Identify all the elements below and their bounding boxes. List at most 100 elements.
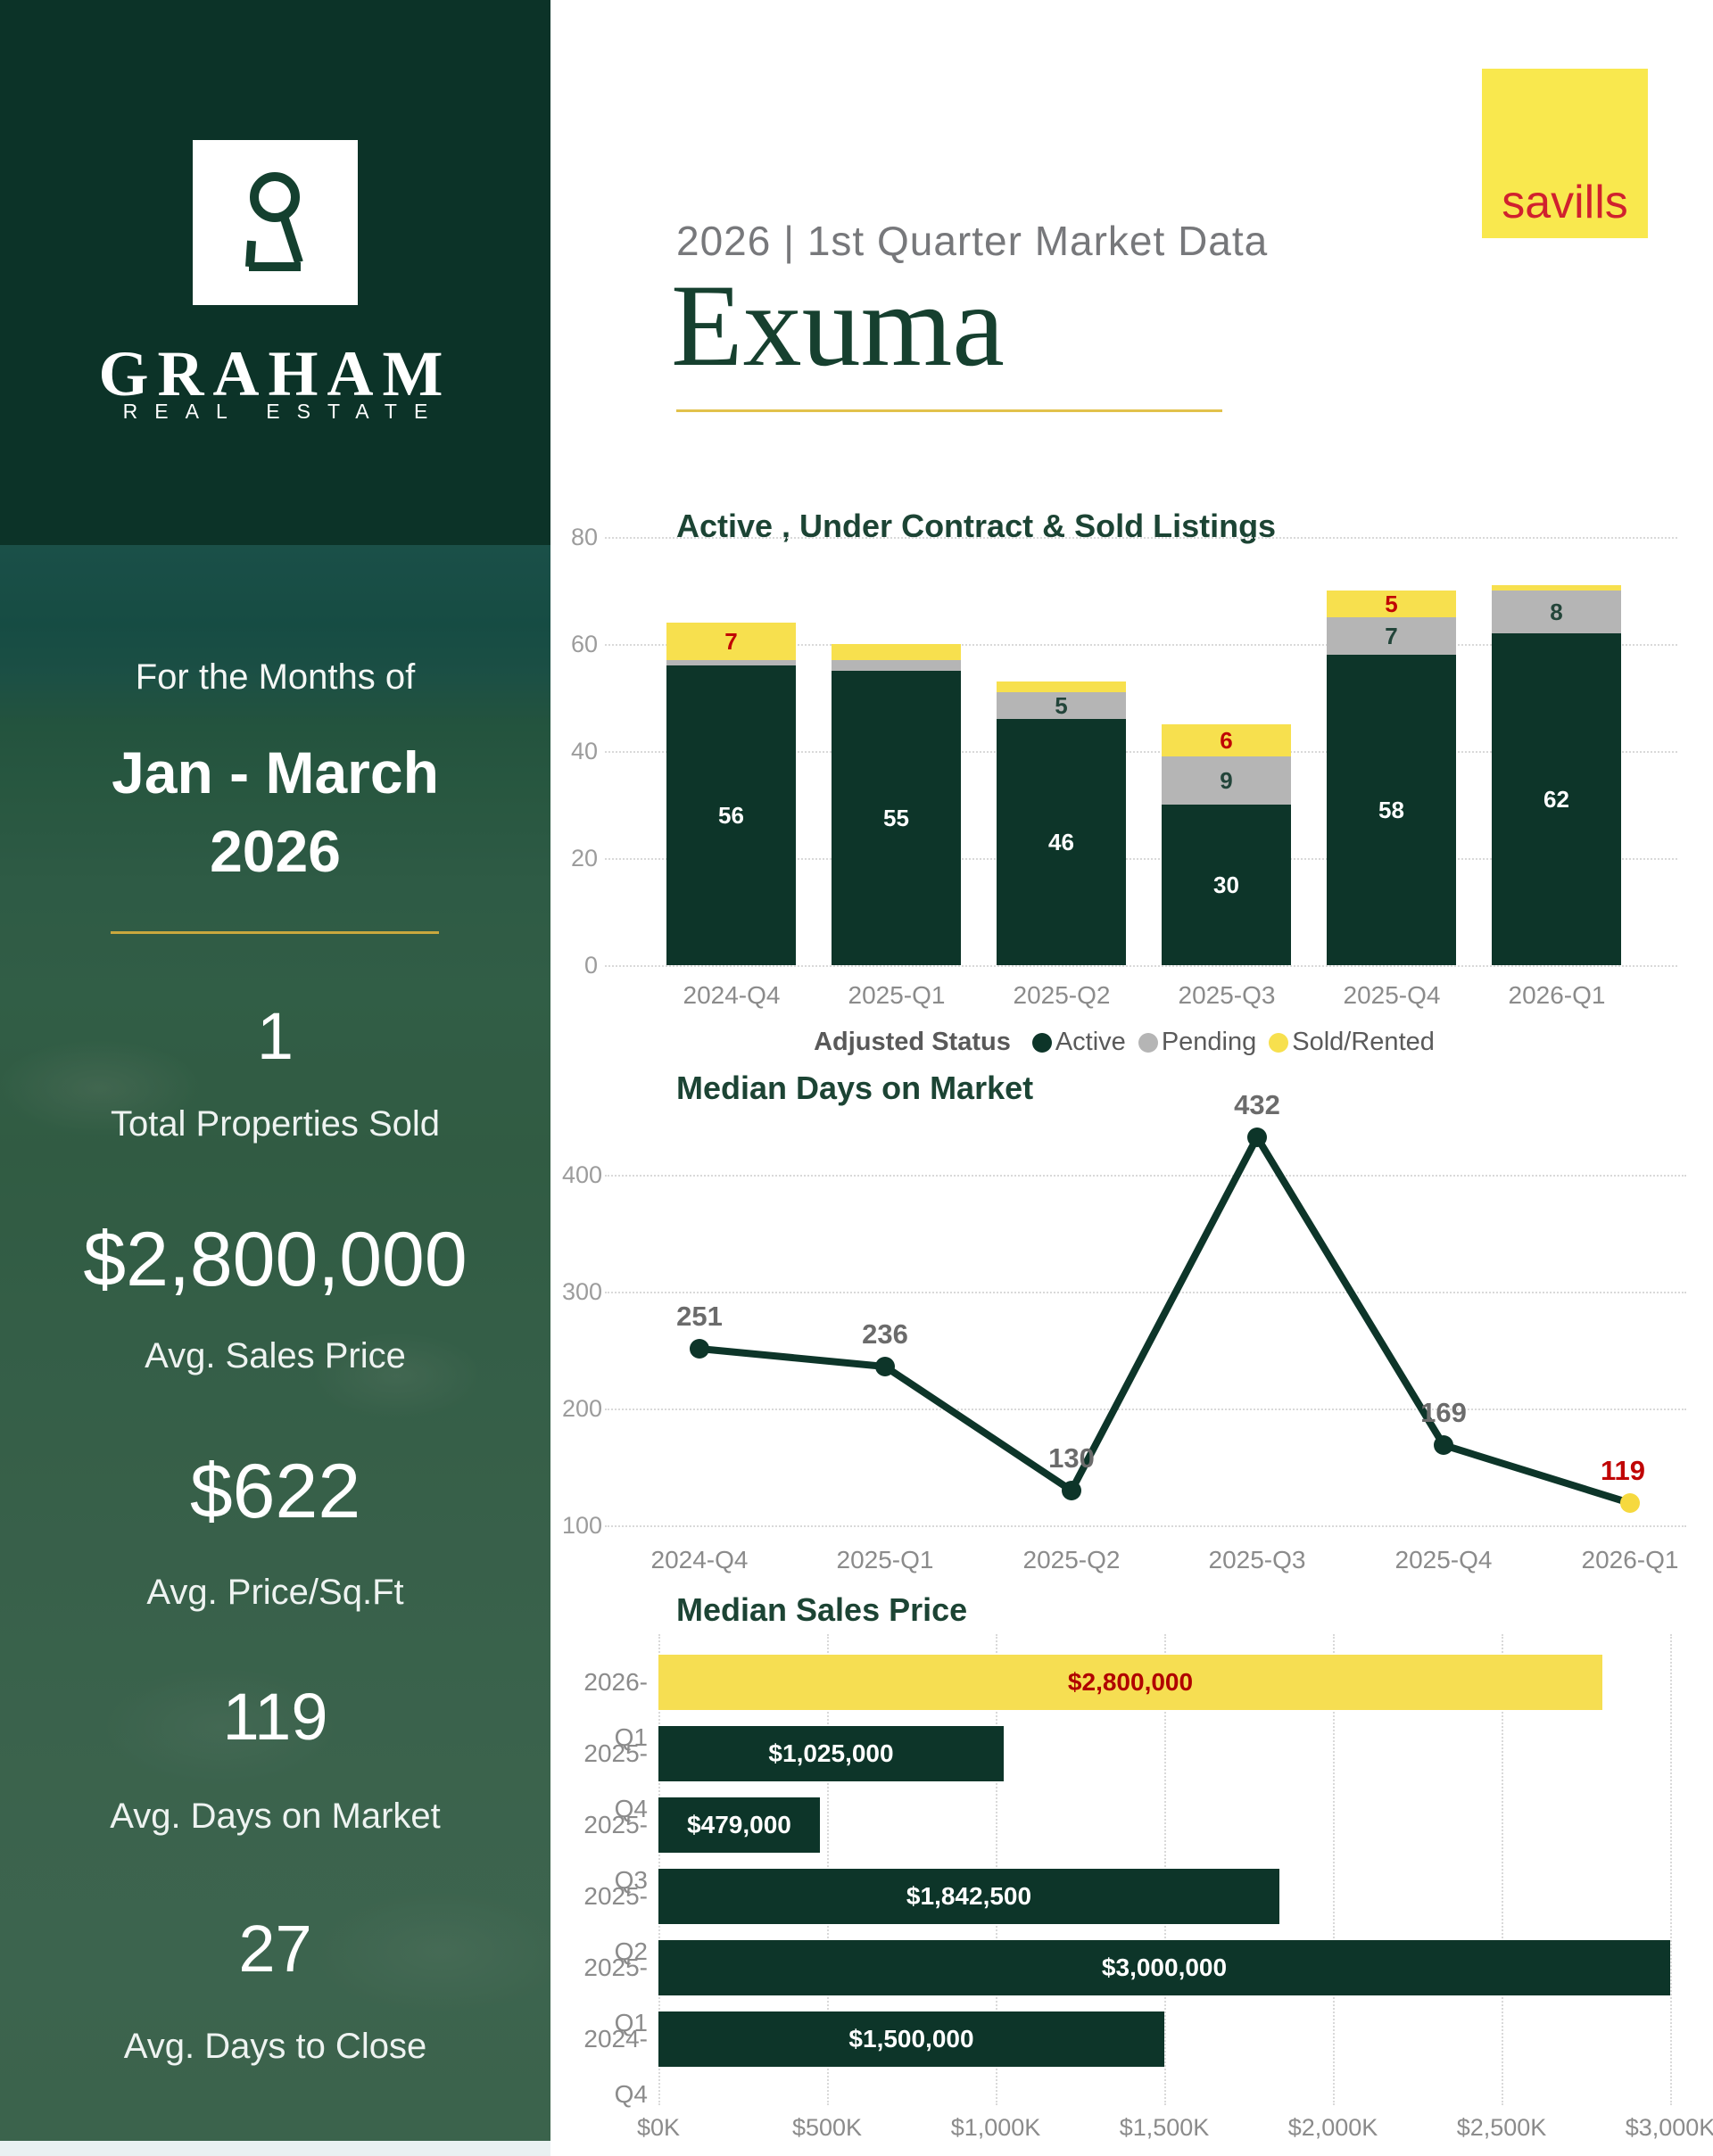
photo-green-overlay [0,545,550,2143]
bar-segment-value: 56 [718,802,744,829]
gridline [605,1408,1686,1410]
logo-square [193,140,358,305]
legend-item-soldrented: Sold/Rented [1269,1028,1435,1057]
bar-segment-soldrented [1492,585,1621,591]
x-axis-category-label: 2026-Q1 [1581,1546,1679,1574]
title-underline [676,409,1222,412]
brand-name: GRAHAM [98,338,452,409]
x-axis-category-label: 2025-Q2 [1013,981,1111,1009]
bar-segment-value: 46 [1048,829,1074,855]
x-axis-tick-label: $1,500K [1119,2114,1210,2141]
x-axis-tick-label: $2,500K [1456,2114,1547,2141]
data-point-marker [1620,1493,1640,1513]
keyhole-icon [245,172,303,271]
y-axis-category-label: 2024-Q4 [583,2025,648,2108]
x-axis-category-label: 2025-Q2 [1022,1546,1121,1574]
y-axis-tick-label: 60 [570,631,598,657]
legend-label: Sold/Rented [1292,1028,1435,1056]
bar-segment-value: 7 [1385,623,1398,649]
chart1-title: Active , Under Contract & Sold Listings [676,508,1277,544]
bar-segment-value: 30 [1213,871,1239,898]
hbar-chart-median-sales-price: Median Sales Price $0K $500K $1,000K $1,500… [562,1579,1713,2154]
y-axis-category-label: 2025-Q2 [583,1882,648,1965]
stat-days-close-value: 27 [238,1912,312,1986]
bar-segment-value: 5 [1055,692,1068,719]
y-axis-tick-label: 200 [562,1395,603,1422]
data-point-marker [875,1357,895,1376]
x-axis-category-label: 2025-Q1 [836,1546,934,1574]
legend-item-pending: Pending [1138,1028,1256,1057]
bar-segment-value: 62 [1543,786,1569,813]
bar-segment-pending [832,660,961,671]
median-price-bar [658,1797,820,1853]
gridline [1502,1634,1503,2105]
data-point-marker [690,1339,709,1359]
bar-segment-value: 6 [1220,727,1233,754]
gridline [605,1525,1686,1527]
bar-segment-active [1492,633,1621,965]
data-point-label: 119 [1601,1455,1645,1486]
median-price-bar [658,1940,1670,1995]
median-price-bar [658,1655,1602,1710]
bar-segment-value: 5 [1385,591,1398,617]
period-line2: 2026 [210,818,341,884]
y-axis-tick-label: 80 [570,524,598,550]
legend-dot [1269,1032,1289,1053]
sidebar-divider [111,931,439,934]
bar-segment-active [1327,655,1456,965]
bar-segment-pending [1162,756,1291,805]
legend-item-active: Active [1031,1028,1126,1057]
bar-segment-soldrented [1327,591,1456,617]
bar-segment-soldrented [1162,724,1291,756]
x-axis-category-label: 2025-Q3 [1178,981,1276,1009]
stat-avg-price-value: $2,800,000 [83,1217,468,1302]
stat-days-close-label: Avg. Days to Close [123,2027,427,2066]
bar-segment-active [997,719,1126,965]
gridline [605,858,1677,860]
period-line1: Jan - March [112,739,439,805]
median-price-bar [658,2011,1164,2067]
data-point-label: 251 [676,1301,723,1332]
savills-logo: savills [1482,69,1648,238]
y-axis-tick-label: 300 [562,1278,603,1305]
stat-price-sqft-value: $622 [189,1449,361,1534]
gridline [1333,1634,1335,2105]
x-axis-category-label: 2024-Q4 [683,981,781,1009]
x-axis-category-label: 2026-Q1 [1508,981,1606,1009]
bar-segment-pending [1327,617,1456,655]
legend-dot [1031,1032,1052,1053]
x-axis-tick-label: $1,000K [950,2114,1041,2141]
data-point-label: 236 [862,1318,908,1350]
data-point-label: 169 [1420,1397,1467,1428]
median-price-bar-value: $3,000,000 [1101,1954,1228,1981]
stat-total-sold-label: Total Properties Sold [110,1104,441,1144]
stat-days-market-value: 119 [222,1680,328,1754]
chart3-title: Median Sales Price [676,1591,968,1628]
gridline [605,751,1677,753]
bar-segment-value: 9 [1220,767,1233,794]
x-axis-category-label: 2024-Q4 [650,1546,749,1574]
bar-segment-soldrented [666,623,796,660]
y-axis-tick-label: 0 [583,952,598,979]
stat-avg-price-label: Avg. Sales Price [145,1336,406,1375]
period-range: Jan - March 2026 [0,733,550,890]
x-axis-tick-label: $500K [791,2114,863,2141]
bar-segment-soldrented [997,681,1126,692]
bar-segment-soldrented [832,644,961,660]
median-price-bar-value: $1,842,500 [906,1882,1032,1910]
stacked-bar-chart-listings: Active , Under Contract & Sold Listings … [562,495,1686,1061]
gridline [605,1175,1686,1177]
x-axis-category-label: 2025-Q3 [1208,1546,1306,1574]
y-axis-category-label: 2025-Q3 [583,1811,648,1894]
bar-segment-pending [666,660,796,665]
data-point-label: 130 [1048,1442,1095,1474]
stat-total-sold-value: 1 [256,999,294,1073]
legend-dot [1138,1032,1158,1053]
x-axis-tick-label: $3,000K [1625,2114,1713,2141]
bar-segment-value: 7 [724,628,738,655]
bar-segment-pending [1492,591,1621,633]
bar-segment-active [1162,805,1291,965]
y-axis-tick-label: 40 [570,738,598,764]
bar-segment-value: 55 [883,805,909,831]
